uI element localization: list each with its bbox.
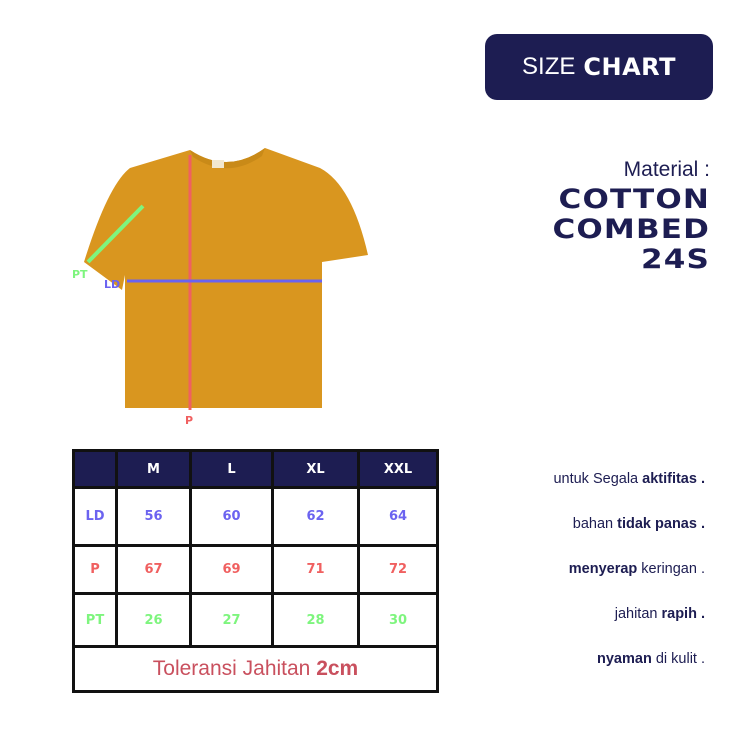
size-chart-badge: SIZE CHART (485, 34, 713, 100)
feature-bold: aktifitas . (642, 471, 705, 487)
header-cell (75, 452, 115, 486)
table-cell: 27 (192, 595, 271, 645)
tshirt-diagram (84, 148, 368, 410)
feature-item: jahitan rapih . (615, 606, 705, 622)
badge-bold-text: CHART (583, 53, 676, 81)
header-cell: L (192, 452, 271, 486)
material-line: COTTON (558, 184, 710, 215)
ld-label: LD (104, 278, 121, 291)
table-header-row: M L XL XXL (75, 452, 436, 486)
feature-item: menyerap keringan . (569, 561, 705, 577)
table-row: PT 26 27 28 30 (75, 595, 436, 645)
size-table: M L XL XXL LD 56 60 62 64 P 67 69 71 72 … (72, 449, 439, 693)
feature-bold: nyaman (597, 651, 652, 667)
feature-bold: tidak panas . (617, 516, 705, 532)
table-cell: 71 (274, 547, 357, 592)
feature-text: bahan (572, 516, 618, 532)
feature-text: di kulit . (651, 651, 705, 667)
table-cell: 30 (360, 595, 436, 645)
tolerance-row: Toleransi Jahitan 2cm (75, 648, 436, 690)
material-name: COTTON COMBED 24S (552, 185, 710, 275)
tshirt-image (84, 148, 368, 408)
table-row: LD 56 60 62 64 (75, 489, 436, 544)
feature-item: nyaman di kulit . (597, 651, 705, 667)
tolerance-note: Toleransi Jahitan 2cm (75, 648, 436, 690)
feature-item: untuk Segala aktifitas . (553, 471, 705, 487)
table-cell: 26 (118, 595, 189, 645)
material-line: 24S (640, 244, 710, 275)
header-cell: XXL (360, 452, 436, 486)
feature-text: keringan . (637, 561, 705, 577)
feature-bold: rapih . (661, 606, 705, 622)
tolerance-value: 2cm (316, 657, 359, 680)
table-cell: 67 (118, 547, 189, 592)
pt-measure-line (86, 204, 145, 264)
material-label: Material : (623, 158, 710, 181)
table-cell: 72 (360, 547, 436, 592)
badge-light-text: SIZE (522, 53, 576, 80)
material-line: COMBED (552, 214, 710, 245)
tolerance-text: Toleransi Jahitan (152, 657, 317, 680)
table-cell: 28 (274, 595, 357, 645)
table-cell: 62 (274, 489, 357, 544)
table-cell: 60 (192, 489, 271, 544)
row-label: P (75, 547, 115, 592)
feature-bold: menyerap (568, 561, 638, 577)
pt-label: PT (72, 268, 88, 281)
table-cell: 69 (192, 547, 271, 592)
table-cell: 56 (118, 489, 189, 544)
table-row: P 67 69 71 72 (75, 547, 436, 592)
p-label: P (185, 414, 194, 427)
feature-text: untuk Segala (553, 471, 643, 487)
row-label: LD (75, 489, 115, 544)
table-cell: 64 (360, 489, 436, 544)
row-label: PT (75, 595, 115, 645)
header-cell: XL (274, 452, 357, 486)
feature-text: jahitan (614, 606, 662, 622)
header-cell: M (118, 452, 189, 486)
feature-item: bahan tidak panas . (573, 516, 705, 532)
